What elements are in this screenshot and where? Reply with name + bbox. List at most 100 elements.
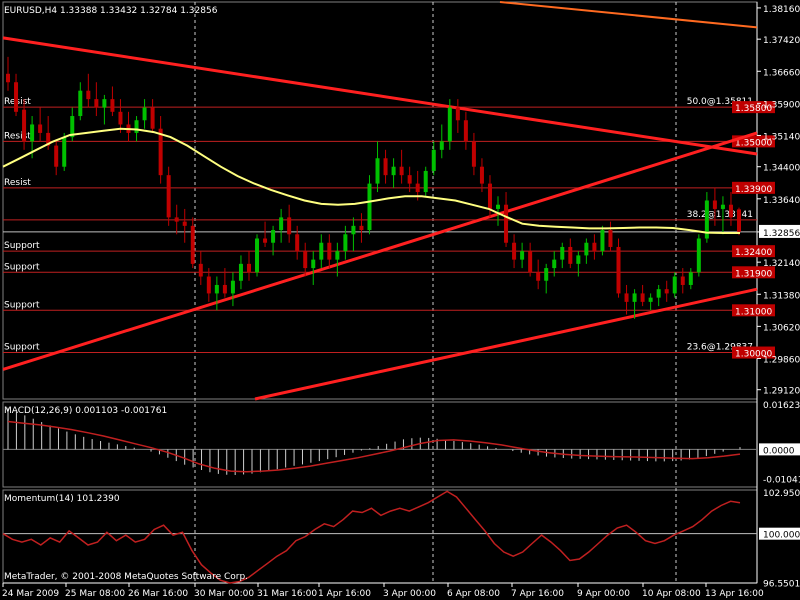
candle-body	[552, 259, 557, 269]
level-price-tag	[732, 346, 775, 359]
price-tick-label: 1.34400	[763, 164, 800, 174]
candle-body	[608, 230, 613, 247]
candle-body	[94, 99, 99, 108]
candle-body	[22, 109, 27, 142]
candle-body	[118, 111, 123, 125]
candle-body	[150, 107, 155, 129]
candle-body	[246, 263, 251, 273]
candle-body	[512, 242, 517, 260]
candle-body	[592, 242, 597, 252]
chart-title: EURUSD,H4 1.33388 1.33432 1.32784 1.3285…	[4, 6, 218, 16]
candle-body	[487, 183, 492, 209]
candle-body	[110, 99, 115, 112]
level-price-tag-text: 1.31900	[735, 269, 772, 279]
candle-body	[712, 200, 717, 209]
candle-body	[696, 238, 701, 273]
time-label: 3 Apr 00:00	[383, 589, 436, 599]
candle-body	[222, 284, 227, 294]
candle-body	[632, 293, 637, 302]
time-label: 1 Apr 16:00	[318, 589, 371, 599]
level-label: Support	[4, 343, 40, 353]
candle-body	[343, 234, 348, 252]
current-price-box	[759, 224, 800, 238]
candle-body	[407, 175, 412, 184]
candle-body	[319, 242, 324, 260]
candle-body	[351, 225, 356, 235]
level-price-tag-text: 1.33900	[735, 185, 772, 195]
price-tick-label: 1.29860	[763, 355, 800, 365]
time-label: 24 Mar 2009	[2, 589, 59, 599]
macd-tick-label: 0.016236	[763, 401, 800, 411]
candle-body	[431, 149, 436, 171]
candle-body	[688, 272, 693, 285]
price-tick-label: 1.33640	[763, 196, 800, 206]
level-price-tag-text: 1.32400	[735, 248, 772, 258]
time-label: 26 Mar 16:00	[128, 589, 188, 599]
candle-body	[174, 217, 179, 222]
fib-label: 50.0@1.35811	[687, 97, 753, 107]
candle-body	[367, 183, 372, 231]
price-tick-label: 1.37420	[763, 36, 800, 46]
candle-body	[544, 268, 549, 281]
macd-tick-label: -0.01041	[763, 475, 800, 485]
candle-body	[255, 238, 260, 273]
current-price-label: 1.32856	[763, 229, 800, 239]
time-label: 10 Apr 08:00	[642, 589, 701, 599]
level-label: Support	[4, 241, 40, 251]
candle-body	[391, 166, 396, 176]
time-label: 30 Mar 00:00	[194, 589, 254, 599]
candle-body	[648, 297, 653, 302]
candle-body	[439, 141, 444, 150]
moving-average-layer	[2, 127, 740, 234]
candle-body	[664, 289, 669, 294]
trendline	[499, 1, 758, 29]
level-label: Support	[4, 300, 40, 310]
candle-body	[38, 124, 43, 133]
candle-body	[640, 293, 645, 302]
candle-body	[198, 263, 203, 277]
price-tick-label: 1.31380	[763, 291, 800, 301]
candle-body	[230, 280, 235, 294]
momentum-base-box	[759, 527, 800, 540]
time-label: 9 Apr 00:00	[577, 589, 630, 599]
level-price-tag-text: 1.31000	[735, 307, 772, 317]
candle-body	[14, 82, 19, 112]
candle-body	[680, 276, 685, 285]
candle-body	[327, 242, 332, 260]
price-tick-label: 1.38160	[763, 5, 800, 15]
candle-body	[672, 276, 677, 294]
candle-body	[70, 116, 75, 138]
candle-body	[536, 272, 541, 281]
time-label: 13 Apr 16:00	[705, 589, 764, 599]
momentum-layer	[2, 490, 757, 584]
candle-body	[463, 120, 468, 142]
trendline	[2, 36, 758, 156]
momentum-line	[2, 490, 741, 584]
candle-body	[504, 204, 509, 243]
momentum-title: Momentum(14) 101.2390	[4, 494, 120, 504]
candle-body	[190, 225, 195, 264]
candle-body	[455, 107, 460, 121]
candle-body	[496, 204, 501, 209]
candle-body	[102, 99, 107, 108]
momentum-tick-label: 96.5501	[763, 579, 800, 589]
level-price-tag	[732, 181, 775, 194]
macd-signal-line	[7, 420, 741, 473]
time-label: 6 Apr 08:00	[447, 589, 500, 599]
text-layer: EURUSD,H4 1.33388 1.33432 1.32784 1.3285…	[4, 6, 248, 582]
candle-body	[86, 90, 91, 100]
candle-body	[728, 204, 733, 218]
level-price-tag-text: 1.35000	[735, 138, 772, 148]
candle-body	[423, 170, 428, 193]
momentum-tick-label: 102.9505	[763, 489, 800, 499]
time-label: 25 Mar 08:00	[65, 589, 125, 599]
candle-body	[415, 183, 420, 193]
candle-body	[584, 242, 589, 256]
level-price-tag-text: 1.35800	[735, 104, 772, 114]
candle-body	[271, 230, 276, 243]
price-tick-label: 1.30620	[763, 323, 800, 333]
fib-label: 38.2@1.33141	[687, 210, 753, 220]
candle-body	[383, 158, 388, 176]
